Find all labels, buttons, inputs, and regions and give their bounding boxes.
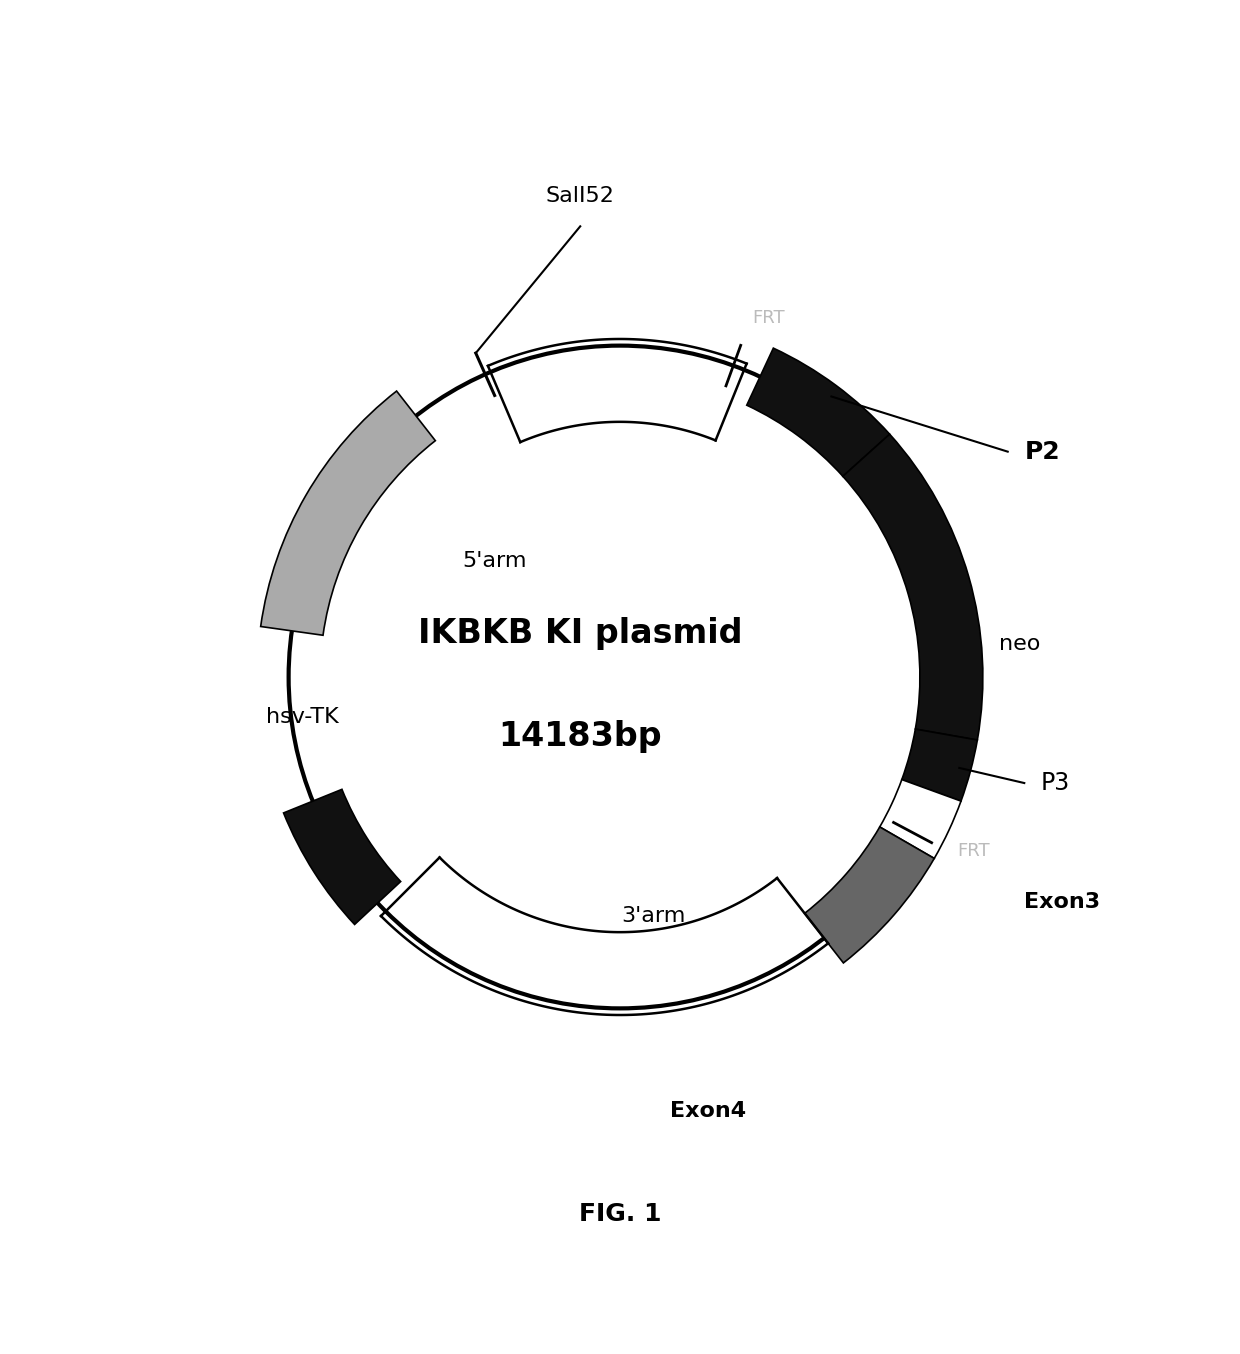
Text: FRT: FRT: [753, 310, 785, 328]
Text: FIG. 1: FIG. 1: [579, 1202, 661, 1225]
Text: P3: P3: [1040, 770, 1070, 795]
Wedge shape: [843, 435, 983, 741]
Text: hsv-TK: hsv-TK: [265, 707, 339, 727]
Wedge shape: [284, 789, 401, 925]
Wedge shape: [879, 780, 961, 858]
Text: IKBKB KI plasmid: IKBKB KI plasmid: [418, 617, 743, 650]
Text: Exon3: Exon3: [1024, 892, 1100, 913]
Text: 5'arm: 5'arm: [461, 551, 526, 571]
Wedge shape: [260, 391, 435, 635]
Text: neo: neo: [999, 634, 1040, 654]
Wedge shape: [901, 728, 977, 802]
Text: Exon4: Exon4: [670, 1101, 745, 1121]
Wedge shape: [746, 348, 889, 477]
Text: 3'arm: 3'arm: [621, 906, 686, 926]
Text: 14183bp: 14183bp: [498, 720, 662, 753]
Wedge shape: [805, 827, 934, 963]
Text: SalI52: SalI52: [546, 187, 615, 206]
Text: P2: P2: [1024, 440, 1060, 463]
Text: FRT: FRT: [957, 842, 991, 860]
